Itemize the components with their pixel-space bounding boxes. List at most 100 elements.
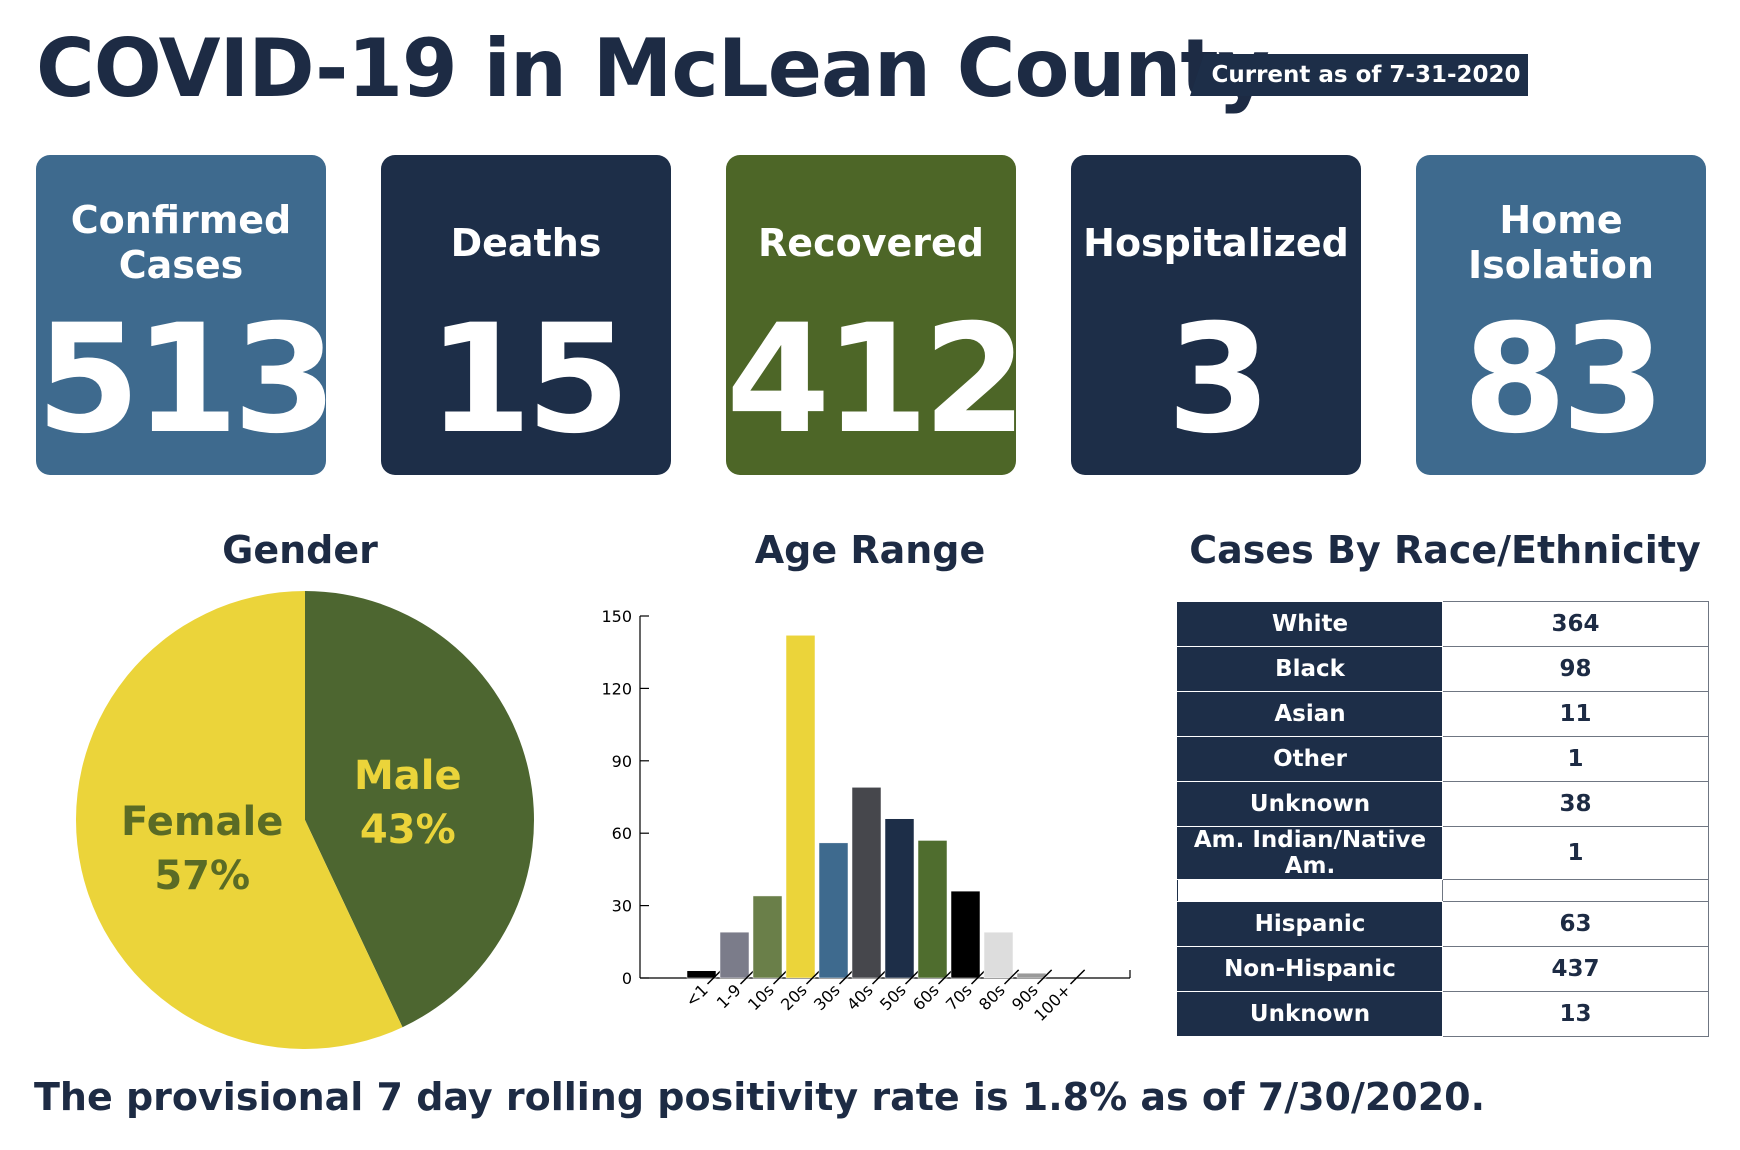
stat-label: Home Isolation [1468,198,1654,287]
bar-80s [983,931,1014,979]
table-row-value: 1 [1442,736,1709,782]
ethnicity-row: Non-Hispanic 437 [1177,946,1709,992]
table-row-label: Unknown [1177,991,1443,1037]
bar-30s [818,842,849,979]
current-as-of-text: Current as of 7-31-2020 [1211,62,1521,88]
table-row-label: Unknown [1177,781,1443,827]
stat-label: Confirmed Cases [70,198,292,287]
x-tick [805,969,822,985]
x-tick [706,969,723,985]
current-as-of-badge: Current as of 7-31-2020 [1190,54,1528,96]
table-row-value: 98 [1442,646,1709,692]
table-row-value: 1 [1442,826,1709,880]
x-tick [772,969,789,985]
table-spacer-row [1177,879,1709,902]
x-tick [970,969,987,985]
x-tick-label: 30s [810,980,844,1014]
table-row-label: Asian [1177,691,1443,737]
table-row-label: Non-Hispanic [1177,946,1443,992]
race-ethnicity-title: Cases By Race/Ethnicity [1189,528,1701,572]
x-tick-label: 20s [777,980,811,1014]
stat-value: 83 [1462,293,1666,467]
x-tick [1069,969,1086,985]
bar-10s [752,895,783,979]
x-tick-label: 70s [942,980,976,1014]
table-row-value: 364 [1442,601,1709,647]
pie-slice-female [75,591,403,1049]
y-tick-label: 30 [612,897,632,916]
race-row: Black 98 [1177,646,1709,692]
x-tick [1036,969,1053,985]
stat-value: 513 [36,293,337,467]
table-row-label: Other [1177,736,1443,782]
race-ethnicity-table: White 364 Black 98 Asian 11 Other 1 Unknown 38 Am.… [1177,601,1709,1037]
x-tick-label: 60s [909,980,943,1014]
positivity-rate-note: The provisional 7 day rolling positivity… [34,1075,1486,1119]
age-range-bar-chart: 0 30 60 90 120 150 <1 1-9 10s 20s 30s 40s 50s 60s 70s 8… [601,607,1131,1025]
bar-50s [884,818,915,979]
x-tick-label: 100+ [1030,980,1075,1025]
x-tick-label: 1-9 [713,980,745,1012]
table-row-value: 437 [1442,946,1709,992]
table-row-value: 63 [1442,901,1709,947]
bar-60s [917,840,948,979]
stat-value: 412 [726,293,1027,467]
table-row-label: White [1177,601,1443,647]
page-title: COVID-19 in McLean County [36,22,1270,115]
ethnicity-row: Unknown 13 [1177,991,1709,1037]
ethnicity-row: Hispanic 63 [1177,901,1709,947]
bar-70s [950,890,981,979]
pie-label-male: Male [354,753,462,799]
x-tick [871,969,888,985]
x-tick-label: 80s [975,980,1009,1014]
stat-card-home-isolation: Home Isolation 83 [1416,155,1706,475]
x-tick-label: 40s [843,980,877,1014]
table-row-label: Am. Indian/Native Am. [1177,826,1443,880]
x-tick [937,969,954,985]
badge-background [1190,54,1528,96]
race-row: Other 1 [1177,736,1709,782]
x-tick [1003,969,1020,985]
table-row-label: Black [1177,646,1443,692]
x-tick [739,969,756,985]
stat-card-confirmed-cases: Confirmed Cases 513 [36,155,337,475]
bar-90s [1016,972,1047,979]
race-row: Asian 11 [1177,691,1709,737]
table-row-label: Hispanic [1177,901,1443,947]
stat-value: 3 [1166,293,1271,467]
pie-slice-male [305,591,534,1028]
bar-20s [785,635,816,979]
stat-label: Deaths [450,220,602,265]
pie-label-female: Female [121,799,283,845]
gender-title: Gender [222,528,378,572]
table-row-value: 13 [1442,991,1709,1037]
stat-value: 15 [427,293,631,467]
y-tick-label: 120 [601,679,632,698]
x-tick [838,969,855,985]
race-row: White 364 [1177,601,1709,647]
bar-1-9 [719,931,750,979]
stat-card-deaths: Deaths 15 [381,155,671,475]
age-range-title: Age Range [754,528,986,572]
table-row-value: 38 [1442,781,1709,827]
y-tick-label: 0 [622,969,632,988]
y-tick-label: 60 [612,824,632,843]
y-tick-label: 90 [612,752,632,771]
x-tick-label: 10s [744,980,778,1014]
x-tick-label: <1 [682,980,712,1010]
race-row: Am. Indian/Native Am. 1 [1177,826,1709,880]
race-row: Unknown 38 [1177,781,1709,827]
stat-label: Recovered [758,220,984,265]
table-row-value: 11 [1442,691,1709,737]
pie-percent-female: 57% [154,853,250,899]
stat-label: Hospitalized [1083,220,1349,265]
bar-<1 [686,970,717,979]
stat-card-recovered: Recovered 412 [726,155,1027,475]
stat-card-hospitalized: Hospitalized 3 [1071,155,1361,475]
x-tick [904,969,921,985]
x-tick-label: 50s [876,980,910,1014]
gender-pie-chart: Male 43% Female 57% [75,591,534,1049]
bar-40s [851,787,882,979]
y-tick-label: 150 [601,607,632,626]
pie-percent-male: 43% [360,807,456,853]
